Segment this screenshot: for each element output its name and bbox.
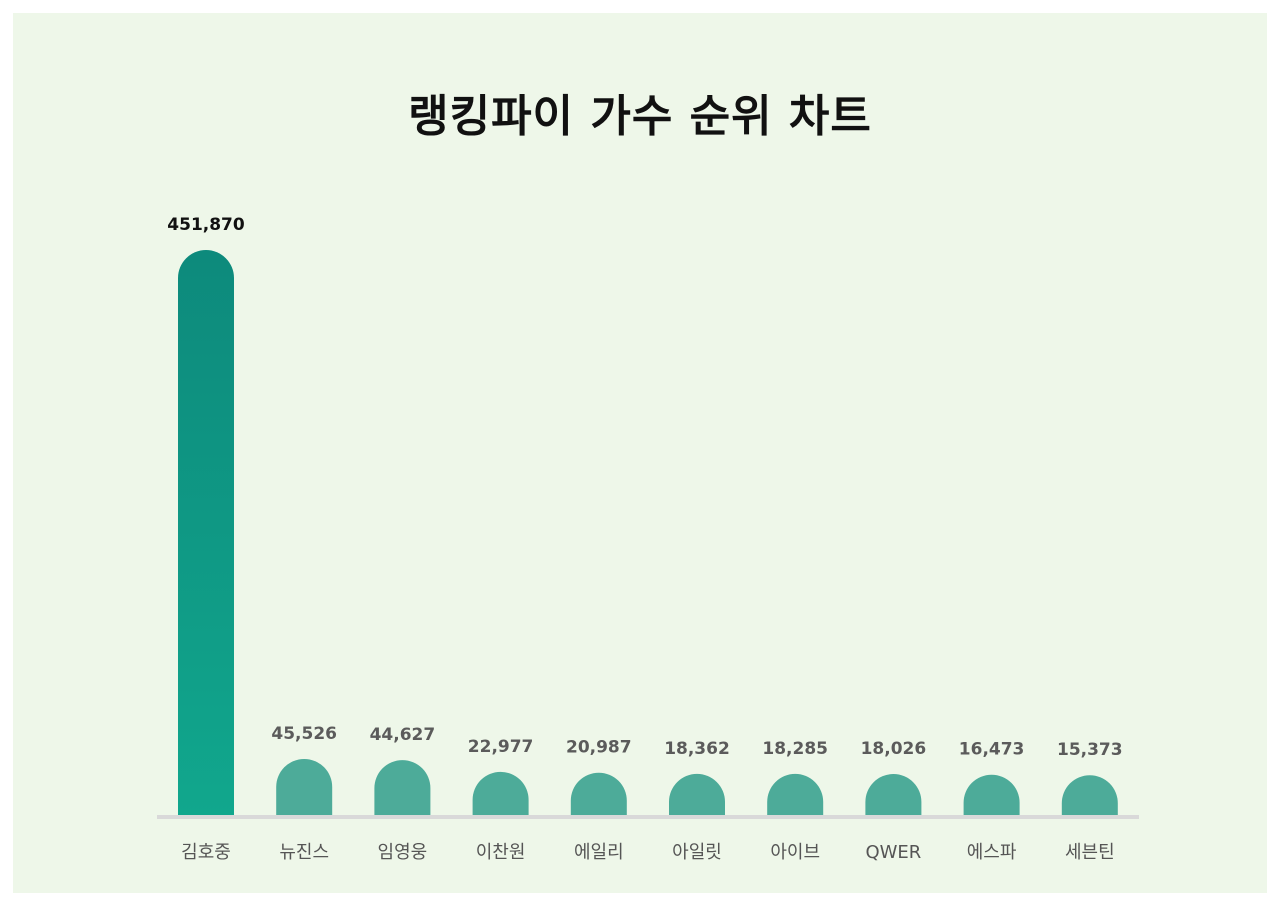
- category-label-8: QWER: [865, 842, 921, 863]
- category-label-5: 에일리: [574, 842, 624, 863]
- chart-title: 랭킹파이 가수 순위 차트: [408, 91, 872, 142]
- bar-6[interactable]: [669, 773, 725, 816]
- category-label-4: 이찬원: [476, 842, 526, 863]
- category-label-10: 세븐틴: [1065, 842, 1115, 863]
- category-label-2: 뉴진스: [279, 842, 329, 863]
- bar-3[interactable]: [374, 760, 431, 816]
- value-label-9: 16,473: [959, 740, 1025, 760]
- bar-7[interactable]: [767, 773, 824, 816]
- category-label-9: 에스파: [967, 842, 1017, 863]
- bar-1[interactable]: [178, 250, 234, 816]
- bar-9[interactable]: [963, 774, 1020, 816]
- category-label-1: 김호중: [181, 842, 231, 863]
- value-label-5: 20,987: [566, 738, 632, 758]
- value-label-3: 44,627: [370, 725, 436, 745]
- bar-10[interactable]: [1061, 775, 1118, 816]
- value-label-1: 451,870: [167, 215, 245, 235]
- value-label-6: 18,362: [664, 739, 730, 759]
- bar-5[interactable]: [570, 772, 627, 816]
- category-label-6: 아일릿: [672, 842, 722, 863]
- value-label-4: 22,977: [468, 737, 534, 757]
- category-label-7: 아이브: [770, 842, 820, 863]
- value-label-10: 15,373: [1057, 740, 1123, 760]
- bar-4[interactable]: [472, 771, 529, 816]
- bar-8[interactable]: [865, 774, 922, 816]
- value-label-8: 18,026: [861, 739, 927, 759]
- value-label-7: 18,285: [762, 739, 828, 759]
- category-label-3: 임영웅: [378, 842, 428, 863]
- value-label-2: 45,526: [271, 724, 337, 744]
- bar-2[interactable]: [276, 758, 333, 816]
